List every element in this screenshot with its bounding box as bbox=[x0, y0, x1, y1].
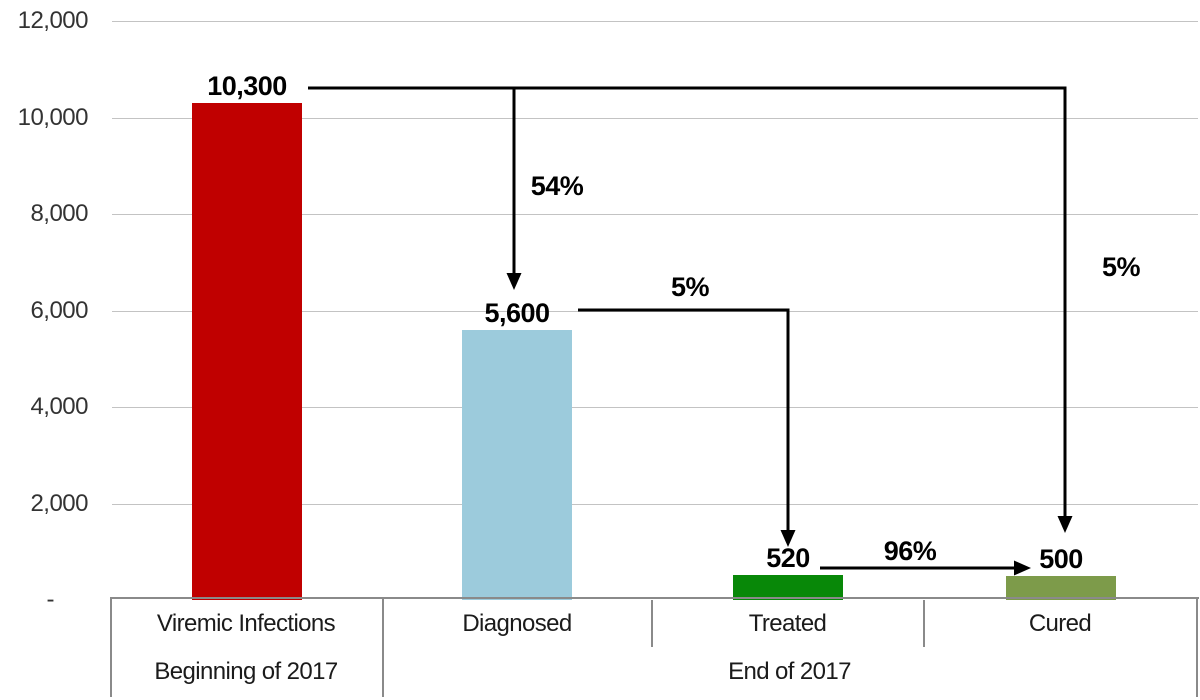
bar-diagnosed bbox=[462, 330, 572, 600]
table-border-left bbox=[110, 598, 112, 697]
table-divider-treated-cured bbox=[923, 600, 925, 647]
value-label-treated: 520 bbox=[766, 543, 810, 573]
x-axis-line bbox=[110, 597, 1199, 599]
table-divider-diagnosed-treated bbox=[651, 600, 653, 647]
annotation-label-treated-rate: 5% bbox=[670, 272, 710, 302]
table-border-right bbox=[1196, 598, 1198, 697]
annotation-label-diagnosed-rate: 54% bbox=[530, 171, 584, 201]
category-label-viremic-infections: Viremic Infections bbox=[156, 610, 336, 637]
bar-cured bbox=[1006, 576, 1116, 600]
arrow-diagnosed-to-treated-line bbox=[578, 308, 790, 531]
y-tick-label-12000: 12,000 bbox=[17, 7, 89, 34]
bar-treated bbox=[733, 575, 843, 600]
y-tick-label-4000: 4,000 bbox=[30, 393, 88, 420]
category-label-treated: Treated bbox=[748, 610, 827, 637]
table-divider-viremic-diagnosed bbox=[382, 598, 384, 697]
value-label-cured: 500 bbox=[1039, 544, 1083, 574]
category-label-cured: Cured bbox=[1028, 610, 1092, 637]
y-tick-label-0: - bbox=[46, 586, 55, 613]
y-tick-label-6000: 6,000 bbox=[30, 297, 88, 324]
group-label-beginning-of-2017: Beginning of 2017 bbox=[154, 658, 338, 685]
bar-viremic-infections bbox=[192, 103, 302, 600]
arrow-viremic-to-cured-line bbox=[308, 86, 1067, 518]
gridline-12000 bbox=[112, 21, 1198, 22]
arrowhead-to-diagnosed bbox=[506, 273, 522, 290]
group-label-end-of-2017: End of 2017 bbox=[728, 658, 851, 685]
y-tick-label-10000: 10,000 bbox=[17, 104, 89, 131]
arrowhead-to-cured-long bbox=[1057, 516, 1073, 533]
category-label-diagnosed: Diagnosed bbox=[462, 610, 572, 637]
value-label-diagnosed: 5,600 bbox=[484, 298, 550, 328]
y-tick-label-8000: 8,000 bbox=[30, 200, 88, 227]
annotation-label-cured-of-treated-rate: 96% bbox=[883, 536, 937, 566]
value-label-viremic-infections: 10,300 bbox=[207, 71, 287, 101]
y-tick-label-2000: 2,000 bbox=[30, 490, 88, 517]
annotation-label-cured-overall-rate: 5% bbox=[1101, 252, 1141, 282]
